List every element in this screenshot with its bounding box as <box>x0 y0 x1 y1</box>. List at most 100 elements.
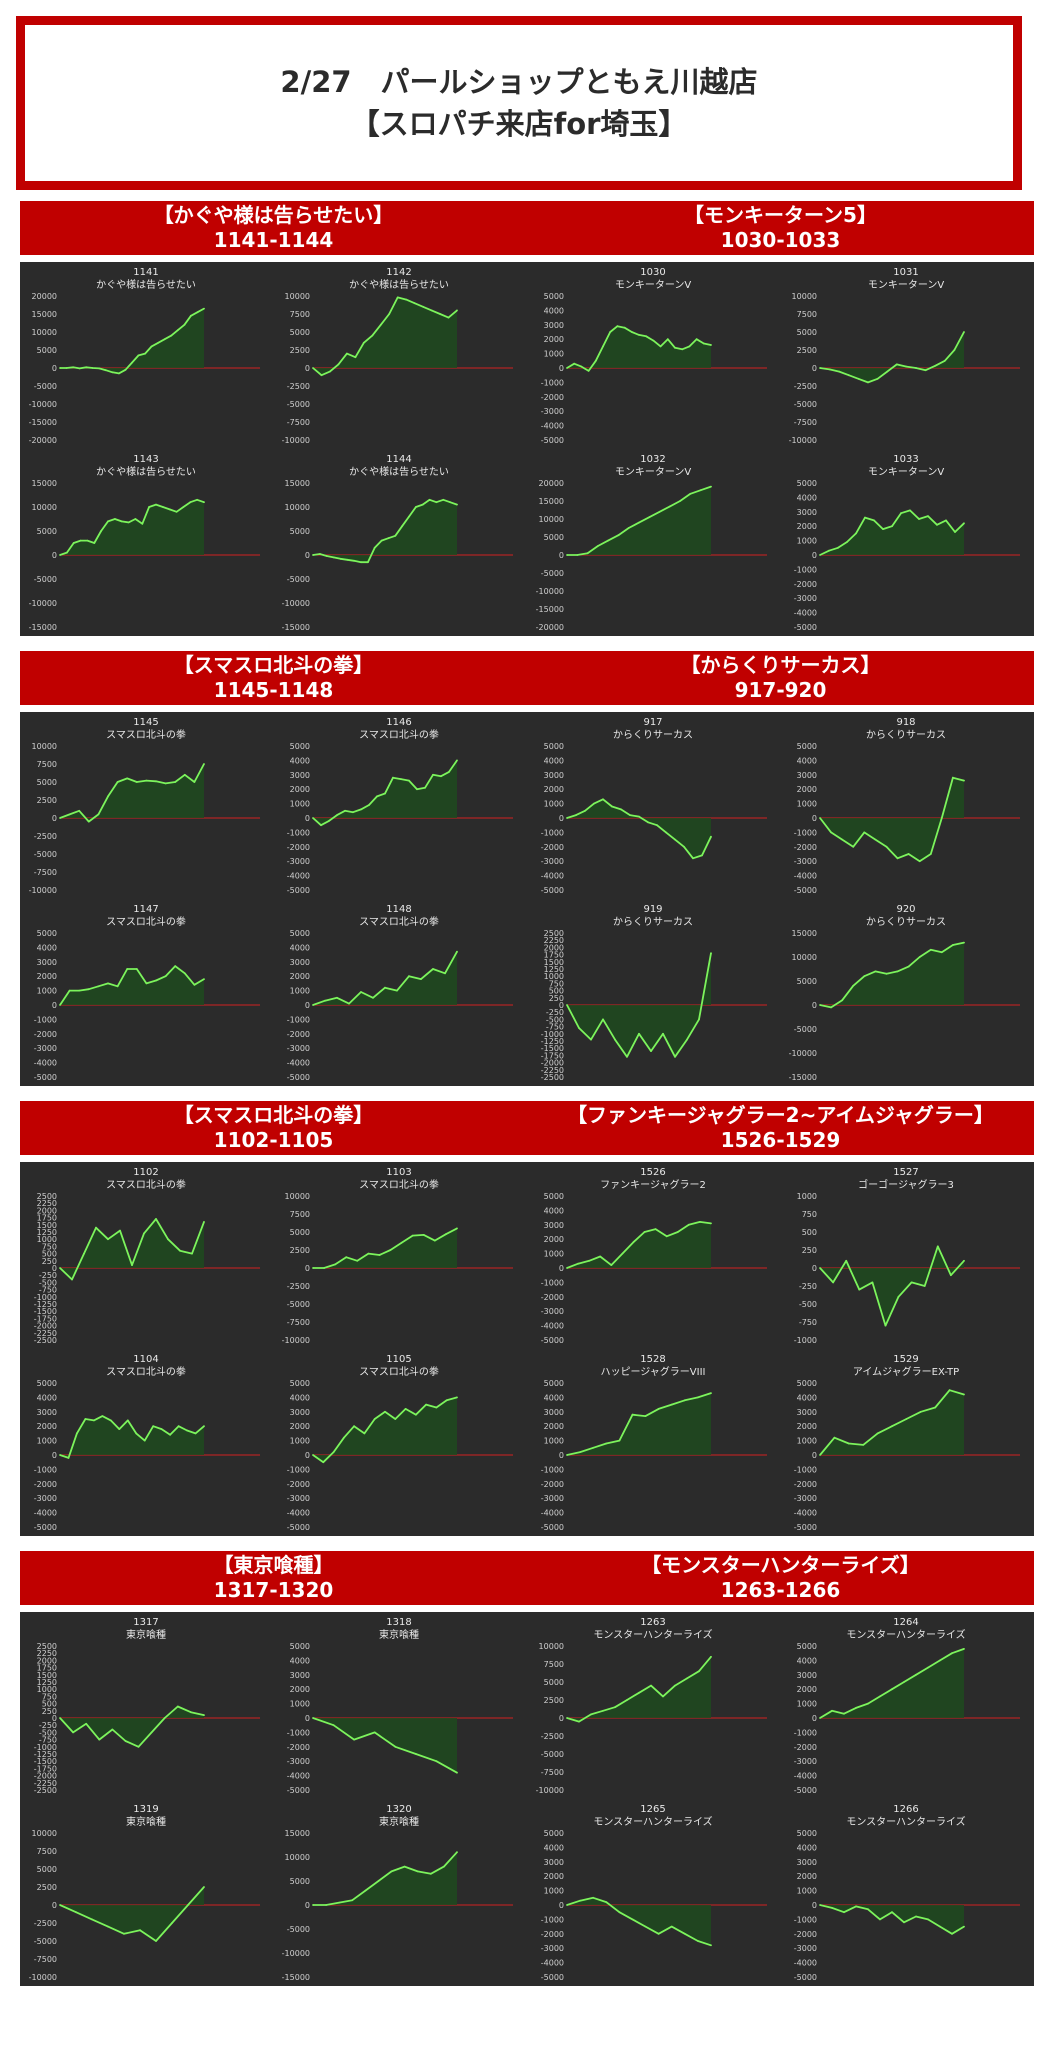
data-point <box>605 1901 608 1903</box>
data-point <box>396 296 399 299</box>
y-tick-label: -20000 <box>29 436 57 445</box>
data-point <box>332 1724 335 1727</box>
data-point <box>643 1231 646 1233</box>
y-tick-label: 5000 <box>37 1865 57 1874</box>
data-point <box>93 1419 95 1422</box>
y-tick-label: 1000 <box>797 1700 817 1709</box>
data-point <box>135 1432 138 1435</box>
y-tick-label: 2000 <box>290 1685 310 1694</box>
data-point <box>126 777 129 780</box>
y-tick-label: -2000 <box>34 1772 57 1781</box>
y-tick-label: -500 <box>39 1278 57 1287</box>
data-point <box>68 989 71 992</box>
chart-title: 1317 <box>133 1617 158 1628</box>
y-tick-label: 5000 <box>37 346 57 355</box>
data-point <box>831 1709 833 1712</box>
data-point <box>650 1050 652 1052</box>
data-point <box>929 853 932 855</box>
data-point <box>75 1911 77 1914</box>
data-point <box>394 534 397 537</box>
data-point <box>620 808 622 811</box>
section-range: 1526-1529 <box>720 1128 841 1152</box>
data-point <box>566 554 568 556</box>
y-tick-label: -500 <box>799 1300 817 1309</box>
y-tick-label: -5000 <box>287 575 310 584</box>
data-point <box>905 365 908 368</box>
y-tick-label: 5000 <box>797 328 817 337</box>
data-point <box>435 1406 438 1409</box>
data-point <box>638 1032 640 1035</box>
data-point <box>588 1259 591 1262</box>
y-tick-label: 15000 <box>792 929 817 938</box>
y-tick-label: -3000 <box>794 1757 817 1766</box>
y-tick-label: 0 <box>52 1264 57 1273</box>
data-point <box>193 983 196 986</box>
series-line <box>59 1705 205 1748</box>
data-point <box>59 1717 61 1719</box>
data-point <box>645 335 648 338</box>
series-line <box>59 1886 205 1942</box>
data-point <box>847 1442 850 1445</box>
data-point <box>895 363 898 366</box>
y-tick-label: -1000 <box>541 1278 564 1287</box>
data-point <box>101 1415 104 1417</box>
data-point <box>72 1731 74 1734</box>
y-tick-label: 1000 <box>797 1437 817 1446</box>
data-point <box>384 1410 386 1413</box>
data-point <box>367 1252 370 1255</box>
data-point <box>145 779 148 782</box>
y-tick-label: 3000 <box>290 958 310 967</box>
y-tick-label: 5000 <box>544 1829 564 1838</box>
y-tick-label: 7500 <box>290 1210 310 1219</box>
data-point <box>819 554 821 556</box>
y-tick-label: 0 <box>559 551 564 560</box>
y-tick-label: 5000 <box>290 1228 310 1237</box>
data-point <box>401 525 403 528</box>
data-point <box>137 354 140 357</box>
y-tick-label: -1250 <box>541 1037 564 1046</box>
data-point <box>833 1436 836 1439</box>
series-area <box>60 308 204 374</box>
data-point <box>312 1454 314 1456</box>
y-tick-label: -1500 <box>34 1307 57 1316</box>
data-point <box>325 1904 327 1906</box>
y-tick-label: -2000 <box>794 580 817 589</box>
data-point <box>131 1264 133 1266</box>
data-point <box>838 370 841 373</box>
data-point <box>679 500 681 502</box>
y-tick-label: -5000 <box>34 575 57 584</box>
data-point <box>915 1915 917 1918</box>
data-point <box>400 1241 403 1244</box>
series-area <box>567 326 711 371</box>
data-point <box>368 804 370 806</box>
chart-919: 919からくりサーカス25002250200017501500125010007… <box>541 904 767 1082</box>
data-point <box>332 556 335 559</box>
section-5: 【ファンキージャグラー2~アイムジャグラー】 1526-1529 1526 ファン… <box>527 1101 1034 1536</box>
series-area <box>60 1219 204 1280</box>
data-point <box>630 331 633 333</box>
y-tick-label: -2000 <box>541 1480 564 1489</box>
y-tick-label: -10000 <box>789 1049 817 1058</box>
data-point <box>602 798 604 801</box>
y-tick-label: 4000 <box>797 493 817 502</box>
series-area <box>313 951 457 1005</box>
data-point <box>190 1711 192 1714</box>
y-tick-label: 10000 <box>32 1829 57 1838</box>
data-point <box>593 802 595 805</box>
data-point <box>107 795 109 798</box>
chart-subtitle: かぐや様は告らせたい <box>96 465 196 478</box>
data-point <box>456 950 458 953</box>
data-point <box>819 1904 821 1906</box>
data-point <box>143 1439 146 1442</box>
y-tick-label: 250 <box>42 1257 57 1266</box>
y-tick-label: -15000 <box>282 623 310 632</box>
chart-subtitle: モンキーターンV <box>615 279 691 291</box>
y-tick-label: -3000 <box>541 1307 564 1316</box>
data-point <box>666 338 669 341</box>
data-point <box>939 1659 941 1662</box>
data-point <box>400 778 402 780</box>
y-tick-label: 4000 <box>290 1656 310 1665</box>
